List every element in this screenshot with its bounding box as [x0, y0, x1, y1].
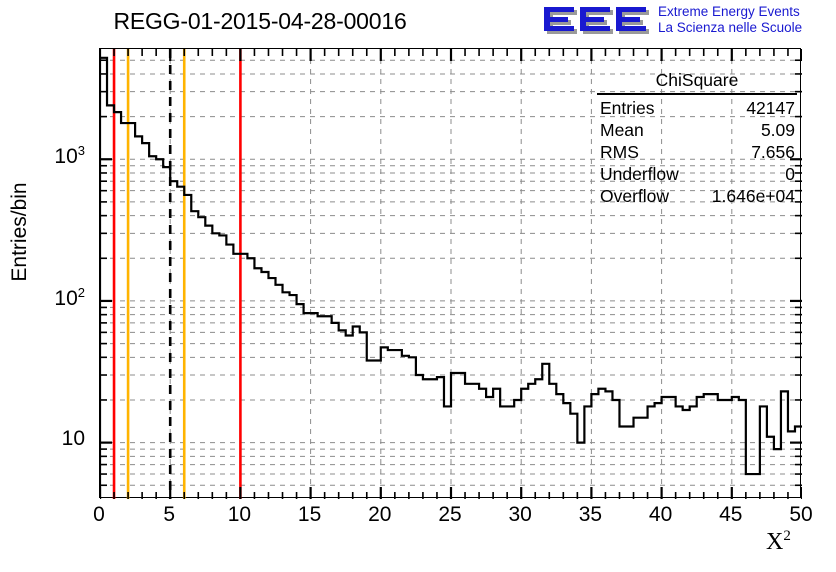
x-tick-label-9: 45 — [719, 503, 743, 526]
stats-value: 42147 — [746, 97, 795, 118]
x-tick-label-10: 50 — [789, 503, 813, 526]
statistics-box: ChiSquare Entries 42147 Mean 5.09 RMS 7.656 Un… — [597, 70, 797, 207]
stats-value: 5.09 — [760, 119, 795, 140]
x-tick-label-1: 5 — [163, 503, 176, 526]
x-tick-label-0: 0 — [93, 503, 105, 526]
stats-row: Overflow 1.646e+04 — [597, 185, 797, 207]
logo-line-2: La Scienza nelle Scuole — [658, 20, 803, 35]
page-title: REGG-01-2015-04-28-00016 — [113, 8, 407, 34]
y-tick-exponent: 3 — [77, 143, 85, 159]
stats-value: 7.656 — [751, 141, 795, 162]
stats-value: 1.646e+04 — [711, 185, 795, 206]
stats-key: Underflow — [600, 163, 679, 184]
stats-row: Entries 42147 — [597, 97, 797, 119]
x-tick-label-2: 10 — [227, 503, 252, 526]
eee-logo-mark — [544, 7, 649, 34]
stats-key: Mean — [600, 119, 644, 140]
y-tick-label-1: 102 — [54, 285, 85, 311]
stats-key: Entries — [600, 97, 655, 118]
stats-row: RMS 7.656 — [597, 141, 797, 163]
x-axis-title-base: X — [766, 529, 784, 555]
y-tick-base: 10 — [54, 286, 78, 310]
histogram-curve — [100, 56, 802, 499]
stats-rows: Entries 42147 Mean 5.09 RMS 7.656 Underflow 0 Ov… — [597, 97, 797, 207]
eee-logo: Extreme Energy Events La Scienza nelle S… — [542, 4, 834, 40]
y-tick-exponent: 2 — [77, 284, 85, 300]
logo-line-1: Extreme Energy Events — [658, 4, 800, 19]
x-axis-tick-labels: 0 5 10 15 20 25 30 35 40 45 50 — [0, 503, 836, 533]
y-tick-label-0: 10 — [62, 427, 85, 451]
x-tick-label-7: 35 — [578, 503, 603, 526]
y-tick-base: 10 — [61, 426, 85, 450]
stats-row: Underflow 0 — [597, 163, 797, 185]
x-tick-label-3: 15 — [297, 503, 322, 526]
stats-key: RMS — [600, 141, 639, 162]
stats-title: ChiSquare — [655, 70, 739, 90]
x-tick-label-8: 40 — [648, 503, 673, 526]
eee-logo-text: Extreme Energy Events La Scienza nelle S… — [658, 4, 836, 36]
stats-row: Mean 5.09 — [597, 119, 797, 141]
stats-divider — [597, 93, 797, 95]
x-axis-title-exponent: 2 — [783, 528, 791, 544]
x-tick-label-5: 25 — [438, 503, 462, 526]
x-tick-label-6: 30 — [508, 503, 532, 526]
axis-ticks-layer — [100, 49, 802, 499]
x-axis-title: X2 — [766, 528, 791, 556]
y-axis-tick-labels: 10 102 103 — [0, 0, 92, 572]
x-tick-label-4: 20 — [368, 503, 392, 526]
stats-key: Overflow — [600, 185, 670, 206]
stats-value: 0 — [785, 163, 795, 184]
plot-frame — [99, 48, 802, 499]
y-tick-base: 10 — [54, 145, 78, 169]
y-tick-label-2: 103 — [54, 143, 85, 169]
